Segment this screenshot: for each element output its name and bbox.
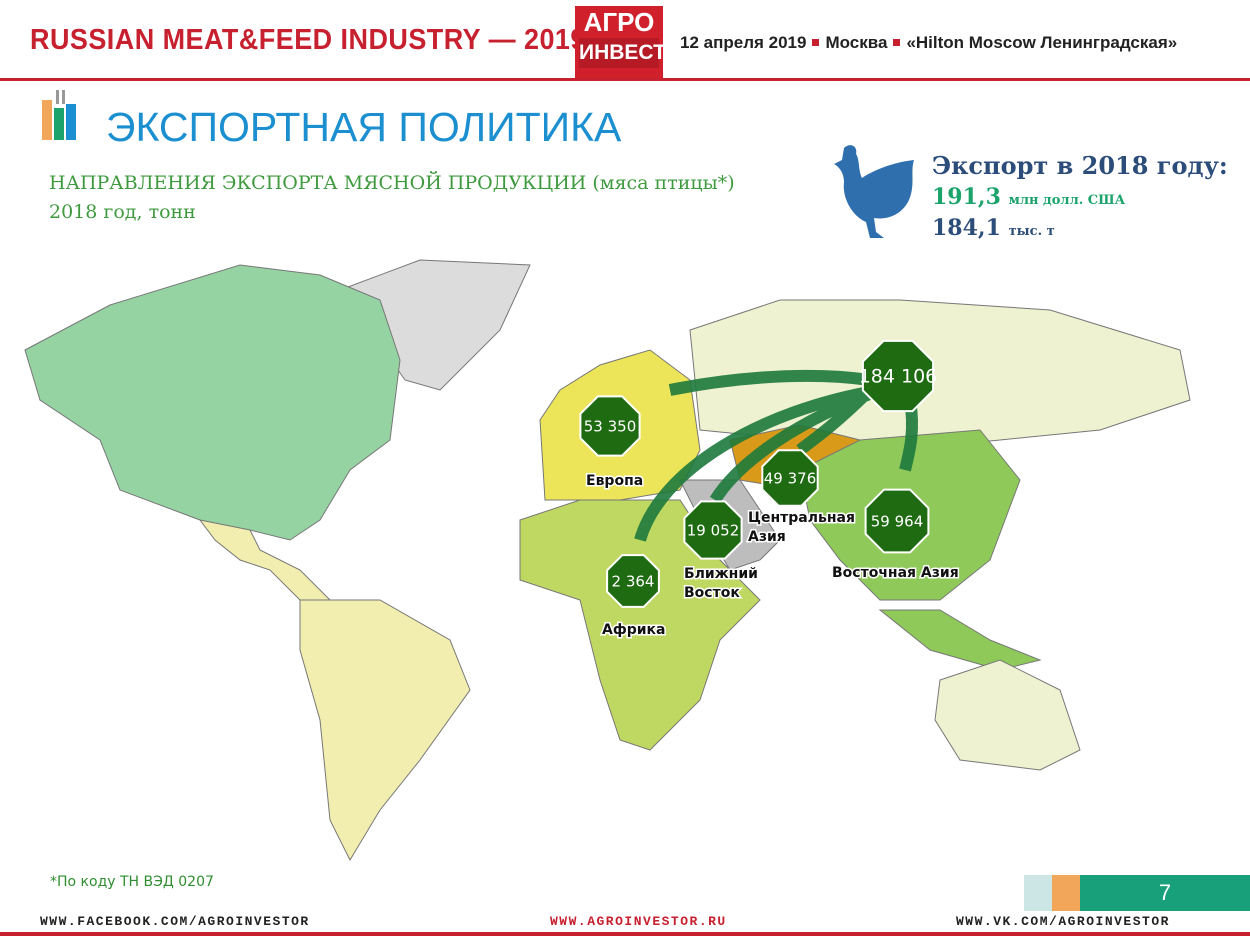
logo-top: АГРО <box>583 7 655 37</box>
chicken-icon <box>834 145 914 238</box>
footer-link[interactable]: WWW.VK.COM/AGROINVESTOR <box>956 914 1170 929</box>
city: Москва <box>825 33 888 52</box>
region-label: Африка <box>602 622 666 638</box>
region-label: Азия <box>748 529 786 545</box>
icon <box>42 90 76 140</box>
unit: тыс. т <box>1008 224 1055 239</box>
unit: млн долл. США <box>1008 193 1126 208</box>
badge-value: 59 964 <box>871 512 924 530</box>
badge <box>861 339 935 413</box>
region-label: Европа <box>586 473 643 489</box>
badge-value: 184 106 <box>859 366 938 388</box>
subtitle: 2018 год, тонн <box>49 201 196 223</box>
slide-title: ЭКСПОРТНАЯ ПОЛИТИКА <box>106 104 622 150</box>
decor <box>1052 875 1080 911</box>
value: 191,3 <box>932 184 1001 210</box>
venue: «Hilton Moscow Ленинградская» <box>906 33 1178 52</box>
logo: АГРО ИНВЕСТОР <box>575 6 696 78</box>
badge <box>606 554 660 608</box>
date: 12 апреля 2019 <box>680 33 807 52</box>
decor <box>1024 875 1052 911</box>
world-map: 184 106 53 350 Европа 49 376 Центральная Азия… <box>24 259 1191 862</box>
value: 184,1 <box>932 215 1001 241</box>
summary-usd: 191,3 млн долл. США <box>932 184 1125 210</box>
region-label: Ближний <box>684 566 758 582</box>
summary-tonnes: 184,1 тыс. т <box>932 215 1055 241</box>
rule <box>0 78 1250 81</box>
rule <box>0 932 1250 936</box>
event-name: RUSSIAN MEAT&FEED INDUSTRY — 2019 <box>30 24 586 56</box>
badge-value: 49 376 <box>764 469 817 487</box>
subtitle: НАПРАВЛЕНИЯ ЭКСПОРТА МЯСНОЙ ПРОДУКЦИИ (м… <box>49 172 735 194</box>
badge-value: 19 052 <box>687 521 740 539</box>
badge-value: 2 364 <box>612 572 655 590</box>
land <box>24 259 1191 862</box>
badge <box>579 395 641 457</box>
summary-heading: Экспорт в 2018 году: <box>932 151 1228 180</box>
region-label: Восточная Азия <box>832 565 959 581</box>
footer-link[interactable]: WWW.FACEBOOK.COM/AGROINVESTOR <box>40 914 310 929</box>
region-label: Центральная <box>748 510 855 526</box>
logo-bottom: ИНВЕСТОР <box>579 38 696 68</box>
footer-link[interactable]: WWW.AGROINVESTOR.RU <box>550 914 727 929</box>
page-number: 7 <box>1080 875 1250 911</box>
flows <box>634 369 919 542</box>
region-label: Восток <box>684 585 740 601</box>
badge <box>761 449 819 507</box>
badge <box>864 488 930 554</box>
badge <box>683 500 743 560</box>
footnote: *По коду ТН ВЭД 0207 <box>50 874 214 890</box>
event-info: 12 апреля 2019 Москва «Hilton Moscow Ленин… <box>680 33 1177 53</box>
badges: 184 106 53 350 Европа 49 376 Центральная Азия… <box>579 339 960 640</box>
badge-value: 53 350 <box>584 417 637 435</box>
